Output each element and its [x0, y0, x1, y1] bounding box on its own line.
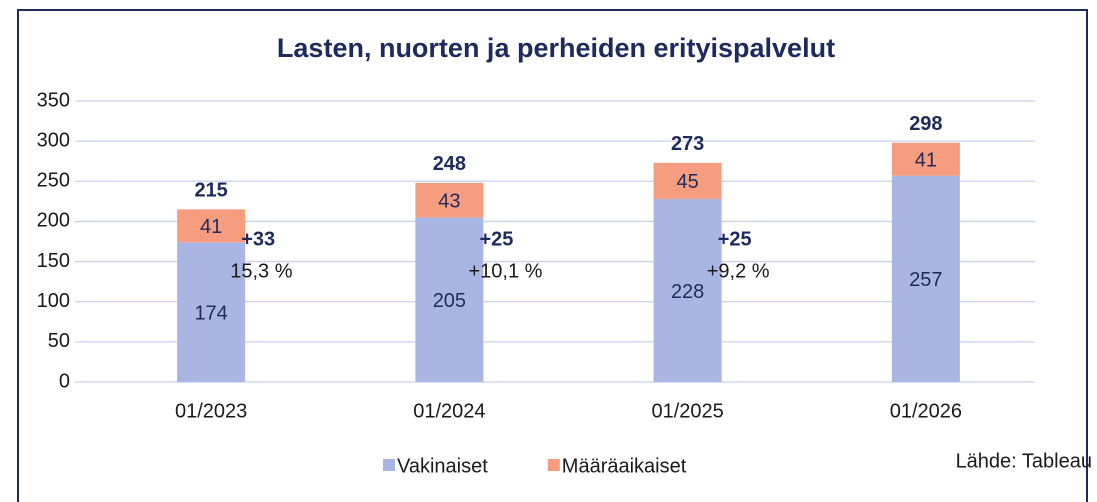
y-tick-label: 50 [48, 330, 70, 352]
source: Lähde: Tableau [956, 450, 1092, 472]
value-label: 205 [433, 290, 466, 312]
legend-label: Määräaikaiset [562, 455, 687, 477]
bar-segment [891, 175, 960, 382]
y-tick-label: 250 [37, 170, 70, 192]
y-tick-label: 150 [37, 250, 70, 272]
value-label: 257 [909, 269, 942, 291]
y-tick-label: 300 [37, 129, 70, 151]
x-tick-label: 01/2026 [890, 400, 962, 422]
x-tick-label: 01/2025 [651, 400, 723, 422]
change-pct: 15,3 % [230, 260, 292, 282]
value-label: 228 [671, 281, 704, 303]
bar-segment [415, 182, 484, 218]
legend-marker [383, 459, 395, 471]
change-diff: +25 [718, 228, 752, 250]
value-label: 174 [194, 302, 227, 324]
change-diff: +33 [241, 228, 275, 250]
total-label: 298 [909, 113, 942, 135]
bar-segment [177, 242, 246, 382]
x-tick-label: 01/2023 [175, 400, 247, 422]
value-label: 41 [200, 216, 222, 238]
chart-title: Lasten, nuorten ja perheiden erityispalv… [277, 33, 835, 63]
bar-segment [653, 162, 722, 199]
total-label: 248 [433, 153, 466, 175]
y-tick-label: 0 [59, 370, 70, 392]
legend-label: Vakinaiset [397, 455, 488, 477]
y-tick-label: 200 [37, 210, 70, 232]
legend-marker [547, 459, 560, 471]
y-tick-label: 350 [37, 89, 70, 111]
value-label: 43 [438, 190, 460, 212]
value-label: 45 [677, 171, 699, 193]
bar-segment [653, 198, 722, 382]
bar-segment [415, 217, 484, 382]
value-label: 41 [915, 149, 937, 171]
bar-segment [891, 142, 960, 176]
total-label: 215 [194, 180, 227, 202]
total-label: 273 [671, 133, 704, 155]
change-pct: +9,2 % [707, 260, 770, 282]
x-tick-label: 01/2024 [413, 400, 485, 422]
change-pct: +10,1 % [469, 260, 543, 282]
y-tick-label: 100 [37, 290, 70, 312]
bar-segment [177, 209, 246, 243]
change-diff: +25 [480, 228, 514, 250]
